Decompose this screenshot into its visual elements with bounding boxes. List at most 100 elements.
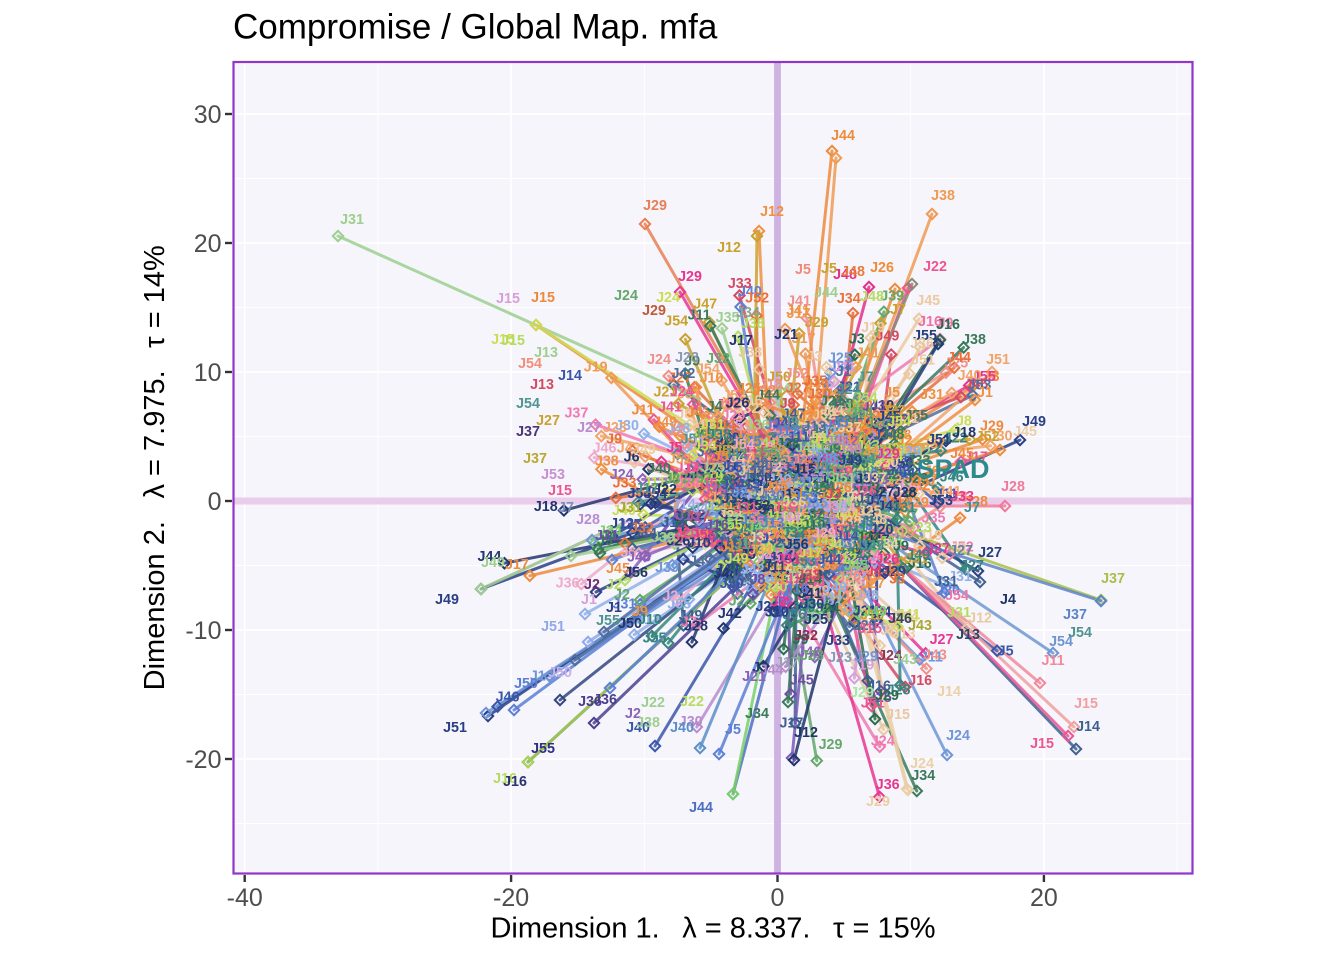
svg-text:J55: J55 [742, 447, 766, 463]
svg-text:J23: J23 [724, 515, 748, 531]
svg-text:J46: J46 [805, 377, 829, 393]
svg-text:J46: J46 [757, 549, 781, 565]
svg-text:J19: J19 [814, 558, 838, 574]
svg-text:J25: J25 [848, 472, 872, 488]
svg-text:J21: J21 [805, 471, 829, 487]
svg-text:J13: J13 [738, 504, 762, 520]
svg-text:J50: J50 [780, 520, 804, 536]
svg-text:J52: J52 [668, 452, 692, 468]
svg-text:J39: J39 [829, 465, 853, 481]
svg-text:J42: J42 [744, 463, 768, 479]
svg-text:J55: J55 [643, 631, 667, 647]
svg-text:J40: J40 [771, 495, 795, 511]
svg-text:J31: J31 [783, 490, 807, 506]
svg-text:J38: J38 [595, 453, 619, 469]
svg-text:J30: J30 [778, 515, 802, 531]
svg-text:J13: J13 [534, 345, 558, 361]
svg-text:J18: J18 [739, 450, 763, 466]
svg-text:J16: J16 [908, 673, 932, 689]
svg-text:J13: J13 [761, 515, 785, 531]
svg-text:J37: J37 [564, 405, 588, 421]
svg-text:J28: J28 [745, 473, 769, 489]
svg-text:J41: J41 [880, 496, 904, 512]
svg-text:J11: J11 [920, 650, 943, 666]
svg-text:J6: J6 [808, 512, 824, 528]
svg-text:J12: J12 [837, 552, 861, 568]
svg-text:J45: J45 [778, 506, 802, 522]
svg-text:J53: J53 [929, 493, 953, 509]
svg-text:J24: J24 [753, 452, 777, 468]
svg-text:J1: J1 [811, 476, 827, 492]
svg-text:J11: J11 [797, 487, 820, 503]
svg-text:J20: J20 [749, 459, 773, 475]
svg-text:J49: J49 [754, 464, 778, 480]
svg-text:J54: J54 [797, 555, 821, 571]
svg-text:J15: J15 [890, 526, 914, 542]
svg-text:J27: J27 [686, 509, 710, 525]
svg-text:J33: J33 [907, 453, 931, 469]
svg-text:J17: J17 [787, 306, 811, 322]
svg-text:J50: J50 [767, 369, 791, 385]
svg-text:J36: J36 [768, 500, 792, 516]
svg-text:J42: J42 [906, 478, 930, 494]
svg-text:J52: J52 [746, 498, 770, 514]
svg-text:0: 0 [771, 884, 785, 912]
svg-text:J30: J30 [989, 429, 1013, 445]
svg-text:J34: J34 [761, 532, 785, 548]
svg-text:J50: J50 [727, 483, 751, 499]
svg-text:J51: J51 [803, 455, 827, 471]
svg-text:J40: J40 [626, 720, 650, 736]
svg-text:J21: J21 [791, 463, 815, 479]
svg-text:J31: J31 [948, 569, 972, 585]
svg-text:J28: J28 [769, 475, 793, 491]
svg-text:J4: J4 [835, 487, 851, 503]
svg-text:J3: J3 [826, 487, 842, 503]
svg-text:J44: J44 [814, 285, 838, 301]
svg-text:J6: J6 [733, 439, 749, 455]
svg-text:J17: J17 [635, 481, 659, 497]
svg-text:J33: J33 [776, 481, 800, 497]
svg-text:J9: J9 [783, 415, 799, 431]
svg-text:J54: J54 [731, 437, 755, 453]
svg-text:J34: J34 [879, 534, 903, 550]
svg-text:J49: J49 [772, 522, 796, 538]
svg-text:J11: J11 [786, 430, 809, 446]
svg-text:J32: J32 [873, 469, 897, 485]
svg-text:J29: J29 [817, 450, 841, 466]
svg-text:J43: J43 [814, 489, 838, 505]
svg-text:J36: J36 [748, 451, 772, 467]
svg-text:J5: J5 [713, 449, 729, 465]
svg-text:J22: J22 [752, 383, 776, 399]
svg-text:J32: J32 [833, 448, 857, 464]
svg-text:J2: J2 [793, 501, 809, 517]
svg-text:J10: J10 [776, 573, 800, 589]
svg-text:J29: J29 [850, 529, 874, 545]
svg-text:J10: J10 [767, 507, 791, 523]
svg-text:J9: J9 [798, 535, 814, 551]
svg-text:J13: J13 [892, 627, 916, 643]
svg-text:J48: J48 [855, 588, 879, 604]
svg-text:J19: J19 [791, 452, 815, 468]
svg-text:J48: J48 [880, 427, 904, 443]
svg-text:J30: J30 [679, 714, 703, 730]
svg-text:J28: J28 [782, 460, 806, 476]
svg-text:J44: J44 [760, 662, 784, 678]
svg-text:J21: J21 [813, 520, 837, 536]
svg-text:J43: J43 [796, 517, 820, 533]
svg-text:J24: J24 [647, 352, 671, 368]
svg-text:J47: J47 [844, 454, 868, 470]
svg-text:J55: J55 [531, 741, 555, 757]
svg-text:J40: J40 [768, 472, 792, 488]
svg-text:J40: J40 [814, 524, 838, 540]
svg-text:J33: J33 [874, 500, 898, 516]
svg-text:J20: J20 [801, 518, 825, 534]
svg-text:J24: J24 [910, 756, 934, 772]
svg-text:J43: J43 [777, 468, 801, 484]
svg-text:J41: J41 [741, 468, 765, 484]
svg-text:J25: J25 [868, 474, 892, 490]
svg-text:J32: J32 [788, 562, 812, 578]
svg-text:J13: J13 [704, 500, 728, 516]
svg-text:J27: J27 [860, 538, 884, 554]
svg-text:J56: J56 [829, 535, 853, 551]
svg-text:J17: J17 [810, 446, 834, 462]
